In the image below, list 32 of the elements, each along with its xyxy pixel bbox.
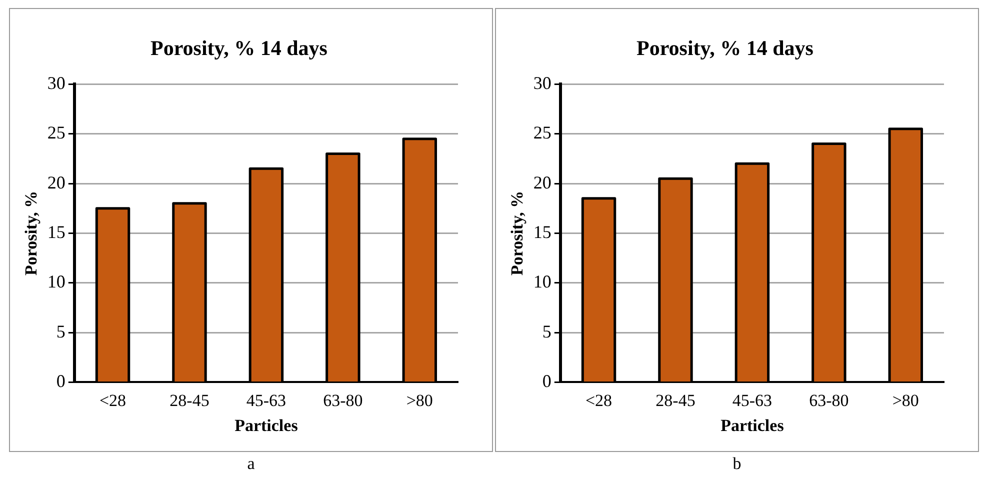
x-tick-label: 63-80: [323, 390, 363, 410]
x-axis-title: Particles: [234, 416, 298, 436]
y-tick-label: 0: [542, 370, 552, 391]
y-tick-label: 5: [56, 321, 66, 342]
y-axis-title: Porosity, %: [508, 190, 527, 276]
y-tick-label: 25: [533, 122, 552, 143]
y-tick-label: 10: [47, 272, 66, 292]
text: b: [732, 454, 742, 474]
x-tick-label: <28: [585, 390, 612, 410]
text: a: [247, 454, 255, 474]
y-axis-title: Porosity, %: [22, 190, 41, 276]
chart-title: Porosity, % 14 days: [636, 36, 814, 60]
y-tick-label: 15: [47, 222, 66, 242]
y-tick-label: 20: [533, 172, 552, 192]
x-tick-label: >80: [892, 390, 919, 410]
y-tick-label: 25: [47, 122, 66, 143]
x-axis-title: Particles: [720, 416, 784, 436]
x-tick-label: 28-45: [656, 390, 696, 410]
chart-title: Porosity, % 14 days: [150, 36, 328, 60]
y-tick-label: 0: [56, 370, 66, 391]
y-tick-label: 5: [542, 321, 552, 342]
y-tick-label: 10: [533, 272, 552, 292]
x-tick-label: <28: [99, 390, 126, 410]
x-tick-label: 45-63: [246, 390, 286, 410]
x-tick-label: 45-63: [732, 390, 772, 410]
x-tick-label: 63-80: [809, 390, 849, 410]
y-tick-label: 30: [533, 72, 552, 93]
y-tick-label: 15: [533, 222, 552, 242]
x-tick-label: >80: [406, 390, 433, 410]
y-tick-label: 30: [47, 72, 66, 93]
y-tick-label: 20: [47, 172, 66, 192]
x-tick-label: 28-45: [170, 390, 210, 410]
